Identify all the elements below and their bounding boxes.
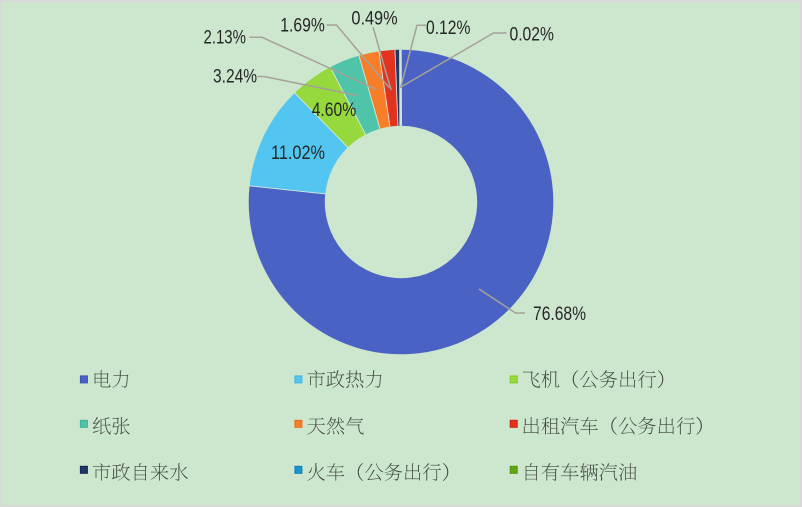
svg-text:76.68%: 76.68% xyxy=(533,304,586,325)
svg-text:2.13%: 2.13% xyxy=(204,27,246,48)
svg-text:0.12%: 0.12% xyxy=(426,18,470,39)
svg-text:11.02%: 11.02% xyxy=(271,143,325,164)
svg-text:4.60%: 4.60% xyxy=(312,100,357,121)
svg-text:1.69%: 1.69% xyxy=(280,16,325,37)
svg-text:0.02%: 0.02% xyxy=(510,24,554,45)
svg-text:0.49%: 0.49% xyxy=(351,9,397,30)
svg-text:3.24%: 3.24% xyxy=(213,66,257,87)
